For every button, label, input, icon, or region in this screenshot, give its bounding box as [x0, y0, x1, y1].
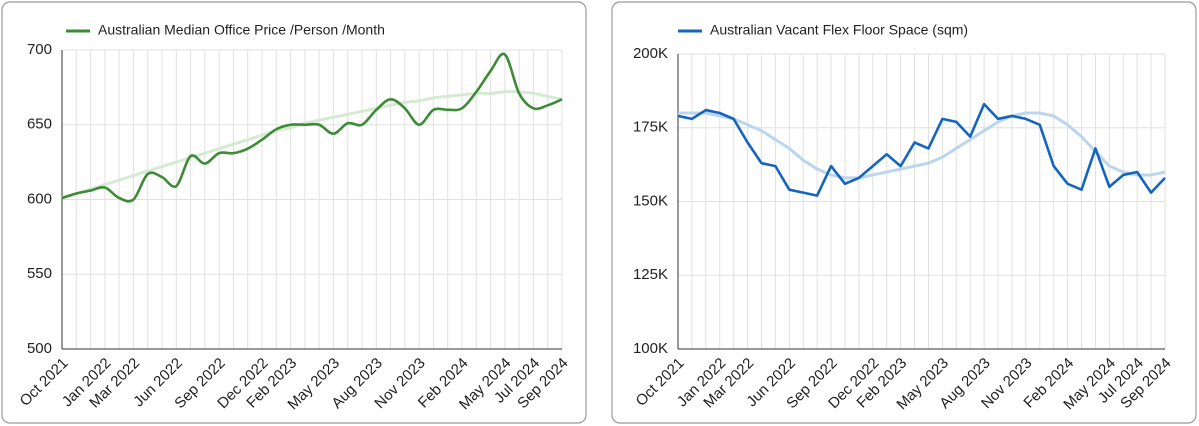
y-tick-label: 650 [27, 116, 52, 133]
y-tick-label: 150K [633, 192, 668, 209]
panel [611, 1, 1197, 424]
y-tick-label: 550 [27, 265, 52, 282]
legend-label: Australian Median Office Price /Person /… [98, 22, 385, 38]
y-tick-label: 700 [27, 41, 52, 58]
y-tick-label: 125K [633, 266, 668, 283]
line-series [61, 90, 563, 200]
line-series [678, 111, 1166, 180]
y-tick-label: 200K [633, 45, 668, 62]
y-tick-label: 175K [633, 119, 668, 136]
line-series [677, 102, 1166, 197]
y-tick-label: 100K [633, 340, 668, 357]
y-tick-label: 600 [27, 190, 52, 207]
y-tick-label: 500 [27, 340, 52, 357]
legend-label: Australian Vacant Flex Floor Space (sqm) [710, 22, 968, 38]
line-series [61, 52, 563, 203]
